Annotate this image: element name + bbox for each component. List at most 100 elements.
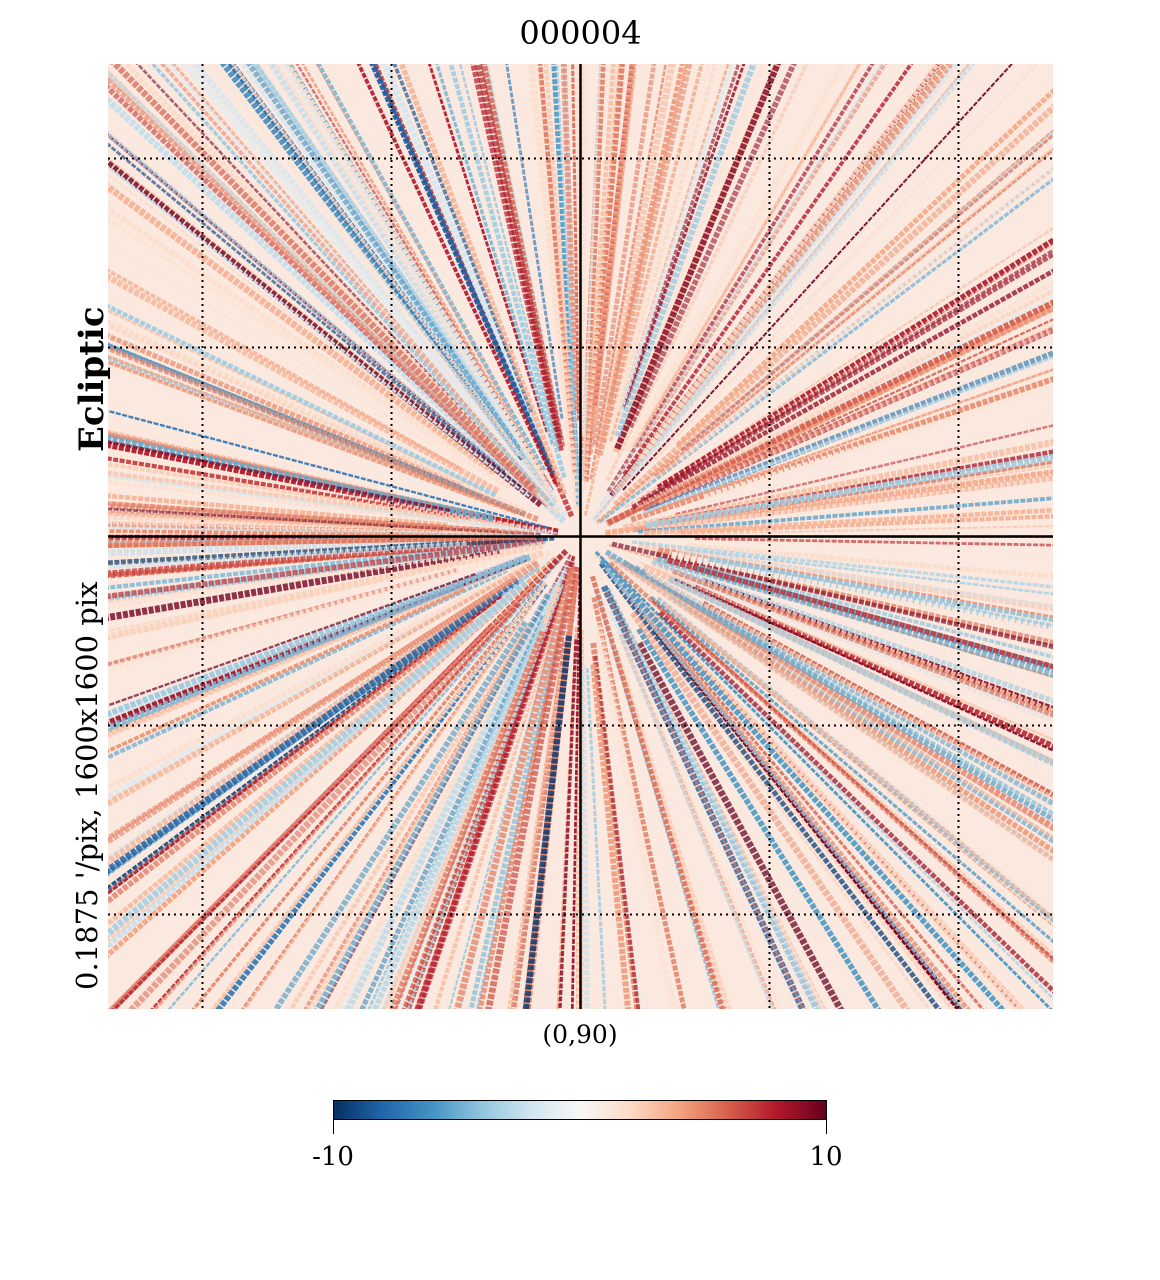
map-streak	[448, 64, 567, 479]
map-streak	[108, 333, 464, 489]
map-streak	[505, 64, 564, 419]
map-streak	[639, 573, 1053, 839]
map-streak	[627, 64, 797, 429]
map-streak	[593, 551, 1022, 1009]
map-streak	[643, 507, 1053, 536]
map-streak	[594, 550, 1053, 1009]
map-streak	[680, 618, 1053, 927]
map-streak	[369, 568, 569, 1009]
map-streak	[703, 383, 1053, 501]
map-streak	[675, 87, 1053, 448]
map-streak	[599, 64, 883, 507]
map-streak	[108, 554, 526, 717]
map-streak	[709, 557, 1053, 623]
map-streak	[108, 360, 517, 515]
map-streak	[612, 103, 1053, 508]
map-streak	[527, 64, 581, 510]
map-streak	[108, 567, 550, 1009]
map-streak	[639, 251, 1053, 503]
map-streak	[650, 595, 1053, 944]
map-streak	[108, 216, 496, 481]
map-streak	[280, 64, 525, 445]
colorbar-max-label: 10	[809, 1142, 843, 1172]
map-streak	[332, 626, 536, 1009]
map-streak	[645, 368, 1053, 515]
map-streak	[108, 536, 546, 578]
map-streak	[108, 568, 509, 760]
map-streak	[108, 546, 501, 622]
map-streak	[614, 651, 732, 1009]
map-streak	[630, 376, 1053, 523]
map-streak	[108, 535, 555, 566]
map-streak	[656, 558, 1053, 684]
map-streak	[621, 64, 741, 410]
map-streak	[252, 64, 559, 504]
map-streak	[108, 611, 493, 944]
map-streak	[631, 268, 1053, 510]
map-streak	[628, 632, 822, 1009]
map-streak	[602, 64, 704, 444]
map-streak	[606, 299, 1053, 526]
map-streak	[678, 165, 1053, 462]
map-streak	[667, 558, 1053, 670]
map-streak	[122, 64, 560, 515]
map-streak	[580, 64, 602, 508]
map-streak	[543, 64, 574, 412]
map-streak	[356, 64, 558, 485]
map-streak	[108, 549, 544, 739]
map-streak	[624, 551, 1053, 724]
map-streak	[604, 549, 1053, 823]
map-streak	[344, 583, 560, 1009]
map-panel	[108, 64, 1053, 1009]
map-streak	[453, 567, 576, 1009]
map-streak	[108, 319, 526, 514]
map-streak	[108, 541, 517, 590]
colorbar-tick-max	[826, 1120, 827, 1134]
map-streak	[657, 280, 1053, 498]
map-streak	[694, 584, 1053, 750]
map-streak	[108, 345, 539, 523]
map-streak	[654, 148, 1053, 477]
map-streak	[167, 559, 561, 1009]
map-streak	[108, 409, 549, 529]
map-streak	[606, 64, 875, 493]
map-streak	[622, 439, 1053, 532]
map-streak	[398, 64, 568, 496]
map-streak	[680, 133, 1053, 452]
map-streak	[301, 64, 552, 487]
map-streak	[595, 64, 693, 456]
map-streak	[605, 64, 809, 482]
map-streak	[579, 64, 590, 435]
map-streak	[636, 64, 888, 448]
map-streak	[656, 555, 1053, 678]
map-streak	[637, 64, 941, 460]
map-streak	[688, 548, 1053, 596]
map-streak	[230, 64, 552, 496]
map-streak	[314, 593, 551, 1009]
map-streak	[695, 537, 1053, 547]
map-streak	[108, 69, 559, 516]
map-streak	[108, 440, 451, 513]
map-streak	[108, 554, 532, 732]
map-streak	[591, 596, 687, 1009]
map-streak	[108, 84, 550, 507]
map-streak	[108, 537, 454, 557]
map-streak	[468, 653, 556, 1009]
map-streak	[593, 655, 640, 1009]
crosshair	[108, 64, 1053, 1009]
map-streak	[150, 64, 555, 508]
map-streak	[470, 64, 564, 452]
map-streak	[108, 359, 497, 508]
map-streak	[701, 578, 1053, 713]
map-streak	[667, 64, 1042, 447]
map-streak	[558, 639, 578, 1009]
map-streak	[522, 635, 573, 1009]
map-streak	[686, 543, 1053, 579]
map-streak	[108, 76, 539, 497]
map-streak	[108, 549, 470, 610]
map-streak	[579, 664, 591, 1009]
map-streak	[230, 564, 561, 1009]
map-streak	[108, 595, 512, 950]
map-streak	[590, 64, 960, 523]
map-streak	[108, 451, 554, 533]
